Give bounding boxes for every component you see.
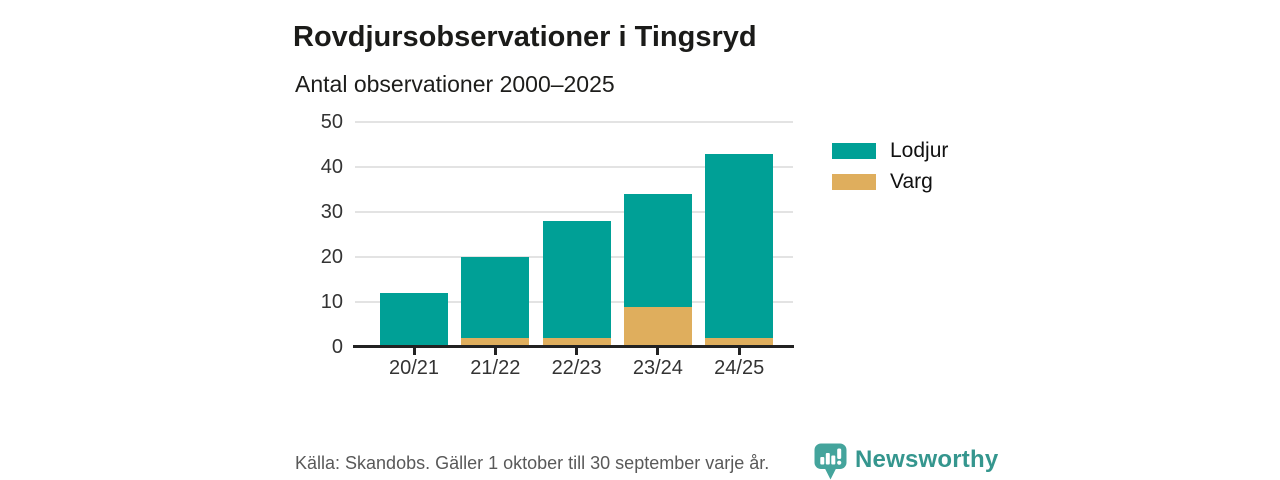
x-axis-line	[353, 345, 794, 348]
logo-bar-2	[825, 453, 830, 465]
legend-label-lodjur: Lodjur	[890, 139, 949, 162]
x-tick-22-23	[575, 348, 579, 355]
chart-title: Rovdjursobservationer i Tingsryd	[293, 21, 757, 54]
x-tick-label-21-22: 21/22	[470, 357, 521, 379]
x-tick-label-23-24: 23/24	[632, 357, 683, 379]
legend: Lodjur Varg	[832, 138, 948, 200]
y-tick-label-30: 30	[320, 201, 343, 223]
x-tick-24-25	[737, 348, 741, 355]
bar-segment-23-24-varg	[623, 306, 692, 347]
legend-item-lodjur: Lodjur	[832, 138, 948, 164]
gridline-40	[355, 166, 793, 168]
bar-segment-24-25-varg	[705, 338, 774, 347]
y-tick-label-0: 0	[331, 336, 343, 358]
source-note: Källa: Skandobs. Gäller 1 oktober till 3…	[295, 453, 770, 473]
x-tick-label-22-23: 22/23	[551, 357, 602, 379]
logo-bar-3	[831, 455, 836, 465]
newsworthy-wordmark: Newsworthy	[855, 446, 999, 473]
bar-segment-23-24-lodjur	[623, 194, 692, 307]
legend-swatch-varg	[832, 174, 876, 190]
newsworthy-logo-icon	[814, 443, 847, 480]
plot-area	[355, 121, 793, 347]
bar-segment-24-25-lodjur	[705, 153, 774, 338]
y-tick-label-10: 10	[320, 291, 343, 313]
logo-exclamation-stem	[837, 448, 842, 459]
newsworthy-brand: Newsworthy	[814, 443, 998, 480]
bar-segment-22-23-varg	[542, 338, 611, 347]
bar-segment-21-22-varg	[461, 338, 530, 347]
bar-segment-22-23-lodjur	[542, 221, 611, 338]
x-tick-20-21	[412, 348, 416, 355]
y-tick-label-20: 20	[320, 246, 343, 268]
y-tick-label-40: 40	[320, 156, 343, 178]
gridline-50	[355, 121, 793, 123]
logo-bar-1	[820, 457, 825, 465]
legend-label-varg: Varg	[890, 170, 933, 193]
chart-subtitle: Antal observationer 2000–2025	[295, 71, 615, 97]
y-tick-label-50: 50	[320, 111, 343, 133]
legend-item-varg: Varg	[832, 169, 948, 195]
legend-swatch-lodjur	[832, 143, 876, 159]
x-tick-23-24	[656, 348, 660, 355]
logo-exclamation-dot	[837, 460, 842, 465]
gridline-30	[355, 211, 793, 213]
logo-bubble-shape	[814, 443, 847, 480]
x-tick-label-20-21: 20/21	[388, 357, 440, 379]
bar-segment-21-22-lodjur	[461, 257, 530, 338]
bar-segment-20-21-lodjur	[380, 293, 448, 347]
x-tick-21-22	[493, 348, 497, 355]
x-tick-label-24-25: 24/25	[714, 357, 765, 379]
